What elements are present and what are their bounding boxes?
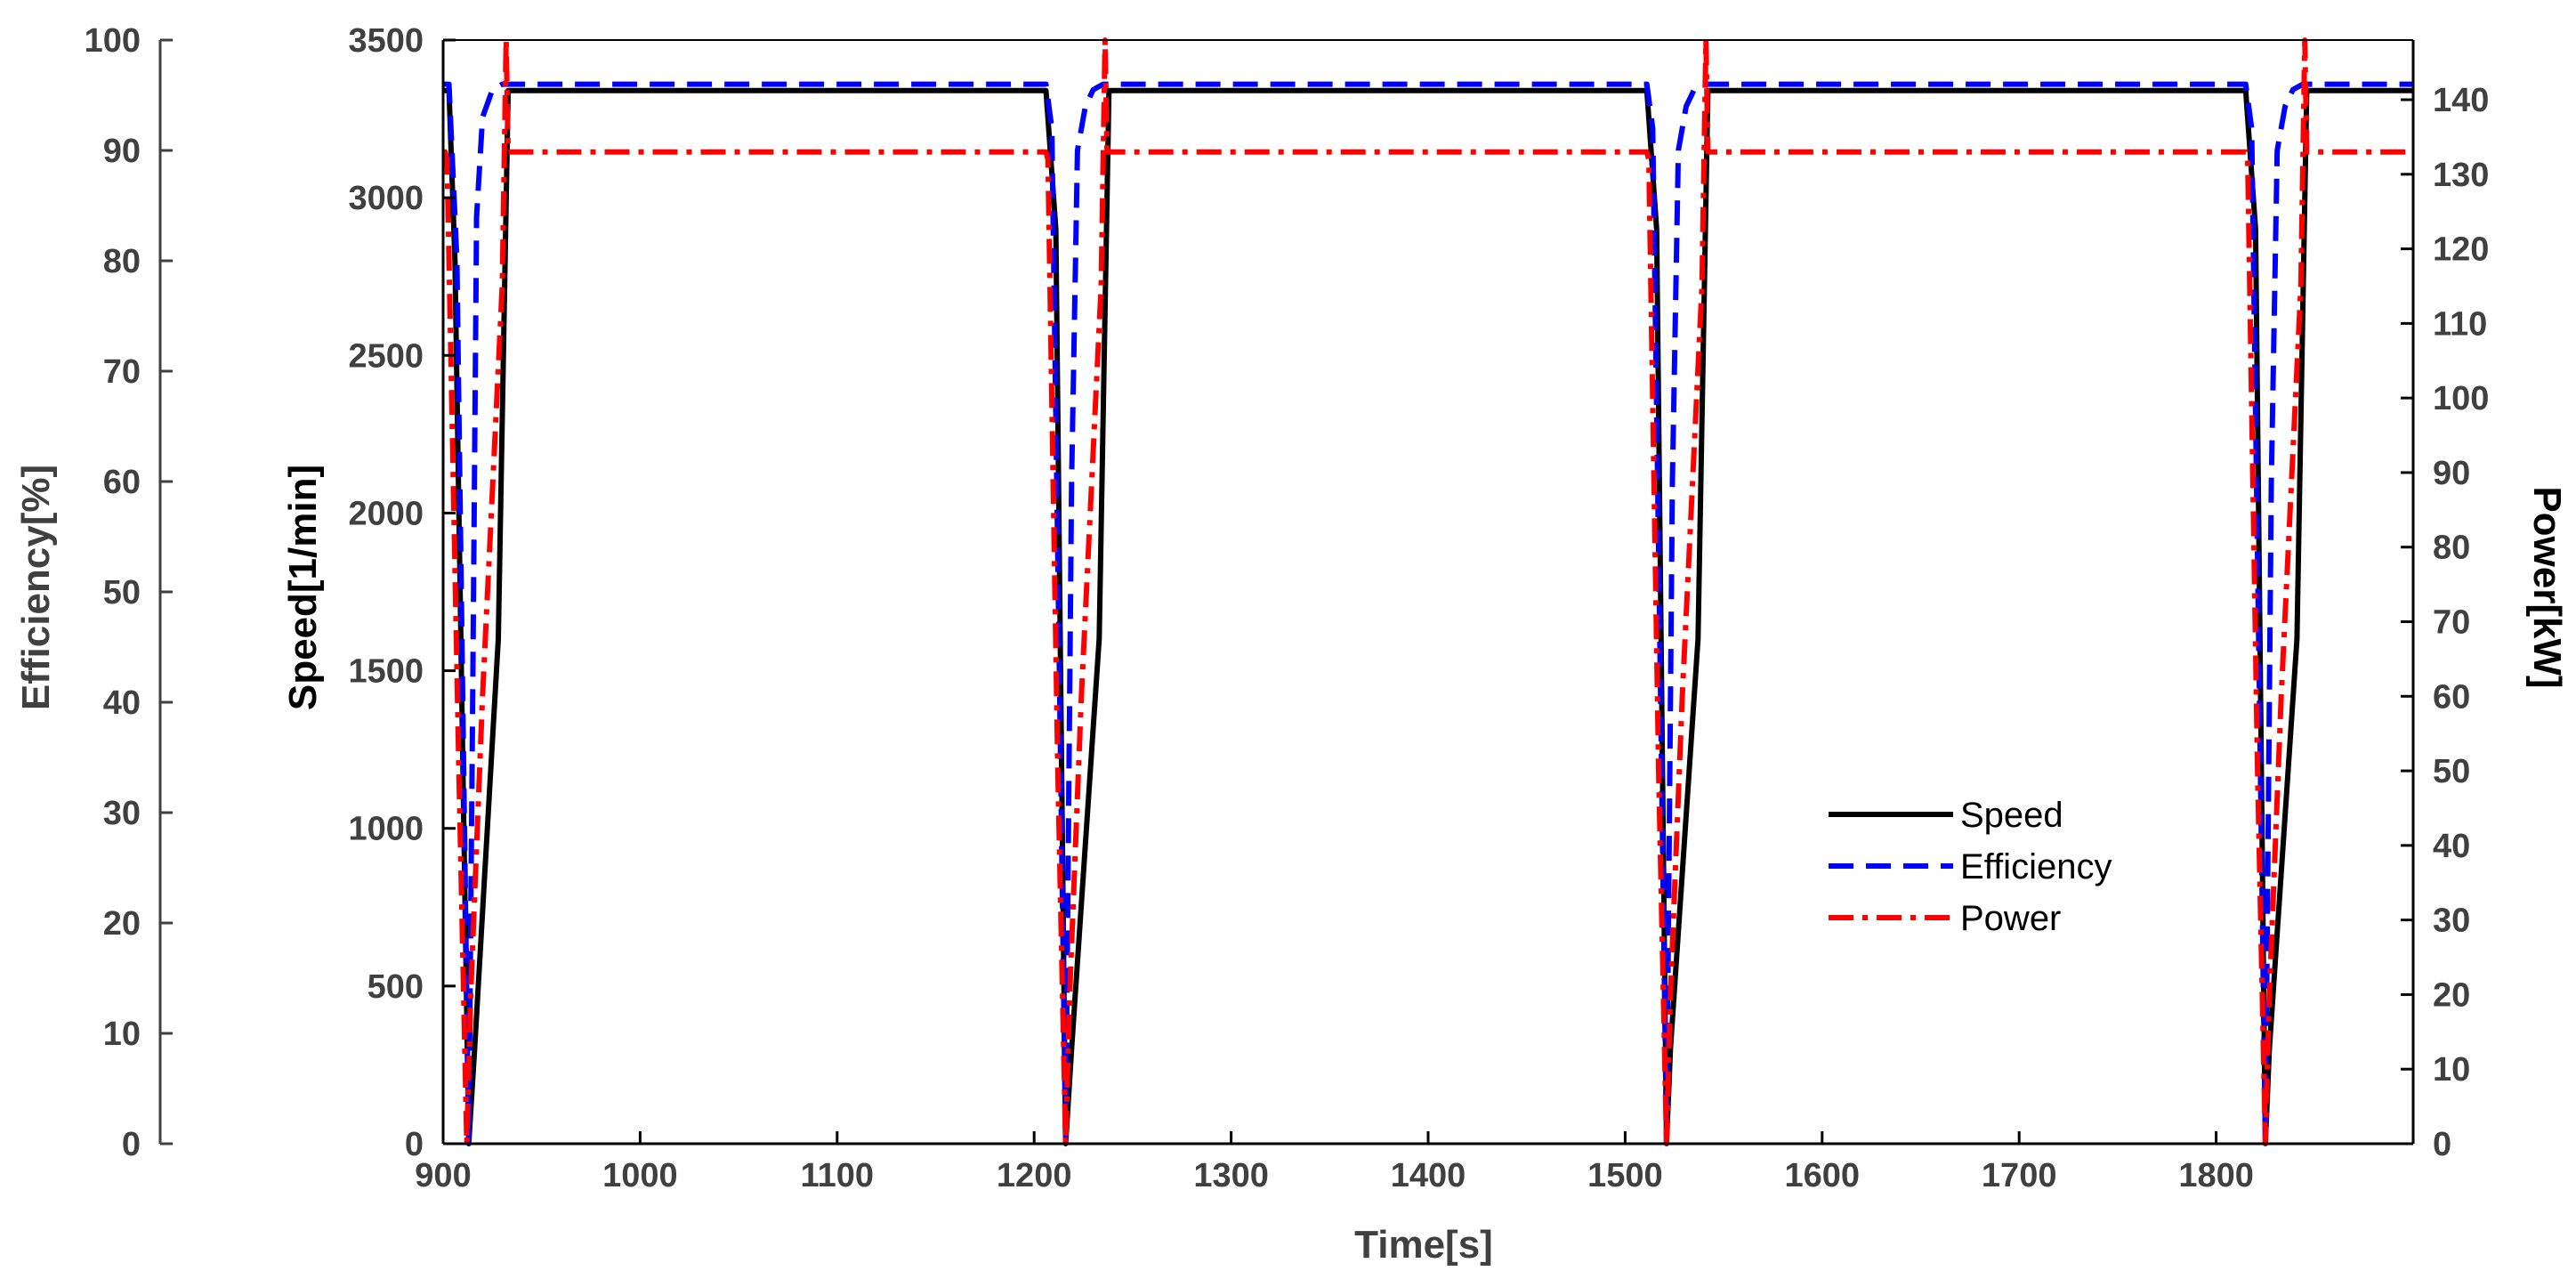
efficiency-tick-label: 10	[103, 1016, 141, 1053]
efficiency-tick-label: 0	[122, 1126, 141, 1163]
x-tick-label: 1200	[997, 1157, 1072, 1194]
x-tick-label: 1000	[602, 1157, 678, 1194]
x-tick-label: 1500	[1587, 1157, 1663, 1194]
efficiency-tick-label: 90	[103, 133, 141, 170]
x-tick-label: 1800	[2178, 1157, 2254, 1194]
speed-axis-title: Speed[1/min]	[281, 465, 325, 710]
power-axis-title: Power[kW]	[2525, 486, 2569, 688]
legend-label-speed: Speed	[1960, 796, 2063, 835]
power-tick-label: 40	[2433, 828, 2470, 865]
power-tick-label: 60	[2433, 678, 2470, 716]
efficiency-tick-label: 40	[103, 684, 141, 722]
speed-tick-label: 3000	[348, 180, 424, 217]
speed-tick-label: 1000	[348, 811, 424, 848]
efficiency-tick-label: 20	[103, 905, 141, 943]
x-axis-title: Time[s]	[1354, 1223, 1493, 1267]
power-tick-label: 50	[2433, 753, 2470, 790]
efficiency-tick-label: 50	[103, 574, 141, 611]
speed-tick-label: 3500	[348, 22, 424, 60]
efficiency-tick-label: 100	[85, 22, 141, 60]
efficiency-tick-label: 70	[103, 353, 141, 391]
x-tick-label: 1600	[1785, 1157, 1861, 1194]
speed-tick-label: 2500	[348, 337, 424, 375]
speed-tick-label: 0	[405, 1126, 424, 1163]
power-tick-label: 80	[2433, 530, 2470, 567]
speed-tick-label: 500	[367, 968, 424, 1006]
series-group	[442, 37, 2413, 1146]
x-tick-label: 1400	[1391, 1157, 1466, 1194]
series-line-power	[442, 37, 2413, 1146]
power-tick-label: 120	[2433, 231, 2489, 269]
x-tick-label: 1100	[801, 1157, 874, 1194]
efficiency-axis-title: Efficiency[%]	[14, 465, 58, 710]
x-tick-label: 900	[415, 1157, 471, 1194]
efficiency-tick-label: 60	[103, 464, 141, 501]
legend-label-efficiency: Efficiency	[1960, 847, 2112, 886]
tick-labels: 900 1000 1100 1200 1300 1400 1500 1600 1700 18000…	[85, 22, 2490, 1194]
efficiency-tick-label: 30	[103, 795, 141, 832]
legend: Speed Efficiency Power	[1829, 796, 2112, 938]
efficiency-tick-label: 80	[103, 243, 141, 280]
power-tick-label: 90	[2433, 455, 2470, 492]
power-tick-label: 70	[2433, 604, 2470, 642]
power-tick-label: 100	[2433, 380, 2489, 417]
axes-group	[158, 38, 2415, 1145]
power-tick-label: 140	[2433, 82, 2489, 119]
x-tick-label: 1700	[1982, 1157, 2057, 1194]
power-tick-label: 20	[2433, 976, 2470, 1014]
power-tick-label: 0	[2433, 1126, 2451, 1163]
power-tick-label: 130	[2433, 157, 2489, 194]
x-tick-label: 1300	[1193, 1157, 1269, 1194]
power-tick-label: 110	[2433, 305, 2487, 343]
speed-tick-label: 1500	[348, 653, 424, 691]
power-tick-label: 10	[2433, 1051, 2470, 1089]
legend-label-power: Power	[1960, 899, 2061, 938]
power-tick-label: 30	[2433, 903, 2470, 940]
speed-tick-label: 2000	[348, 495, 424, 532]
series-line-speed	[443, 87, 2413, 1146]
series-line-efficiency	[443, 81, 2413, 1146]
